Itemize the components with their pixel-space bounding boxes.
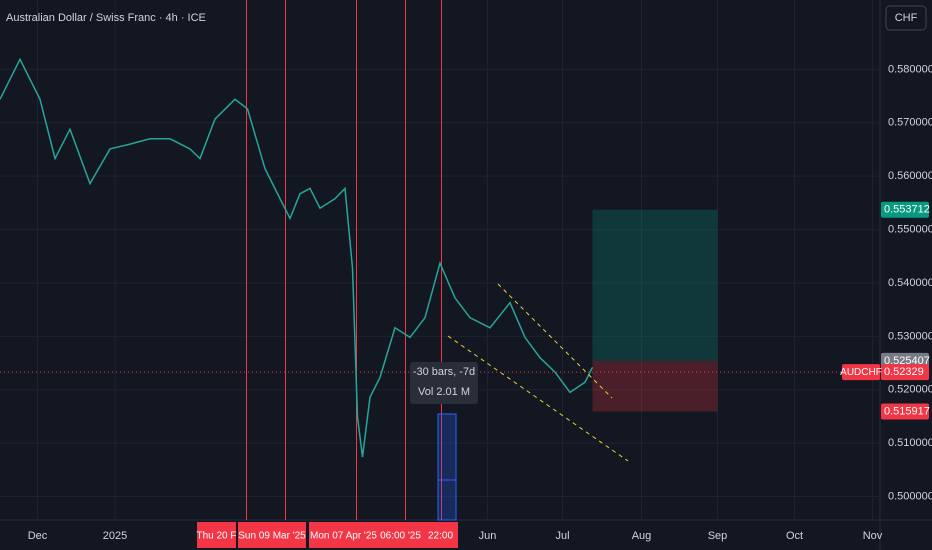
- tooltip: [410, 362, 478, 404]
- currency-label[interactable]: CHF: [895, 12, 918, 24]
- y-tick-label: 0.500000: [888, 490, 932, 502]
- tooltip-text: -30 bars, -7d: [413, 366, 475, 378]
- x-tick-label: Jul: [555, 530, 569, 542]
- chart-title: Australian Dollar / Swiss Franc · 4h · I…: [6, 12, 206, 24]
- date-marker-label-box: [197, 522, 236, 548]
- price-label: 0.515917: [884, 405, 930, 417]
- stop-zone: [592, 360, 718, 412]
- target-zone: [592, 209, 718, 361]
- price-label: 0.52329: [884, 366, 924, 378]
- x-tick-label: Oct: [786, 530, 803, 542]
- x-tick-label: Sep: [708, 530, 728, 542]
- date-marker-label-box: [238, 522, 306, 548]
- date-marker-label-box: [423, 522, 458, 548]
- price-label-box: [881, 403, 929, 420]
- x-tick-label: Aug: [632, 530, 652, 542]
- symbol-label: AUDCHF: [840, 367, 882, 378]
- symbol-label-box: [842, 364, 880, 381]
- x-tick-label: Jun: [479, 530, 497, 542]
- price-label-box: [881, 364, 929, 381]
- x-tick-label: Nov: [863, 530, 883, 542]
- price-label: 0.553712: [884, 204, 930, 216]
- y-tick-label: 0.520000: [888, 384, 932, 396]
- date-marker-label: Mon 07 Apr '25: [310, 531, 377, 542]
- y-tick-label: 0.570000: [888, 117, 932, 129]
- date-marker-label: 22:00: [428, 531, 453, 542]
- x-tick-label: 2025: [103, 530, 127, 542]
- tooltip-text: Vol 2.01 M: [418, 386, 470, 398]
- y-tick-label: 0.550000: [888, 223, 932, 235]
- measure-range: [437, 413, 457, 521]
- date-marker-label: Sun 09 Mar '25: [238, 531, 306, 542]
- x-tick-label: Dec: [28, 530, 48, 542]
- currency-button[interactable]: [885, 5, 927, 31]
- y-tick-label: 0.580000: [888, 63, 932, 75]
- price-line: [0, 57, 594, 458]
- trend-line: [497, 283, 613, 399]
- date-marker-label: Thu 20 F: [196, 531, 236, 542]
- plot: [0, 0, 880, 520]
- date-marker-label-box: [378, 522, 423, 548]
- price-label: 0.525407: [884, 355, 930, 367]
- y-tick-label: 0.560000: [888, 170, 932, 182]
- date-marker-label: 06:00 '25: [380, 531, 421, 542]
- price-label-box: [881, 201, 929, 218]
- y-tick-label: 0.530000: [888, 330, 932, 342]
- y-tick-label: 0.540000: [888, 277, 932, 289]
- date-marker-label-box: [309, 522, 378, 548]
- y-tick-label: 0.510000: [888, 437, 932, 449]
